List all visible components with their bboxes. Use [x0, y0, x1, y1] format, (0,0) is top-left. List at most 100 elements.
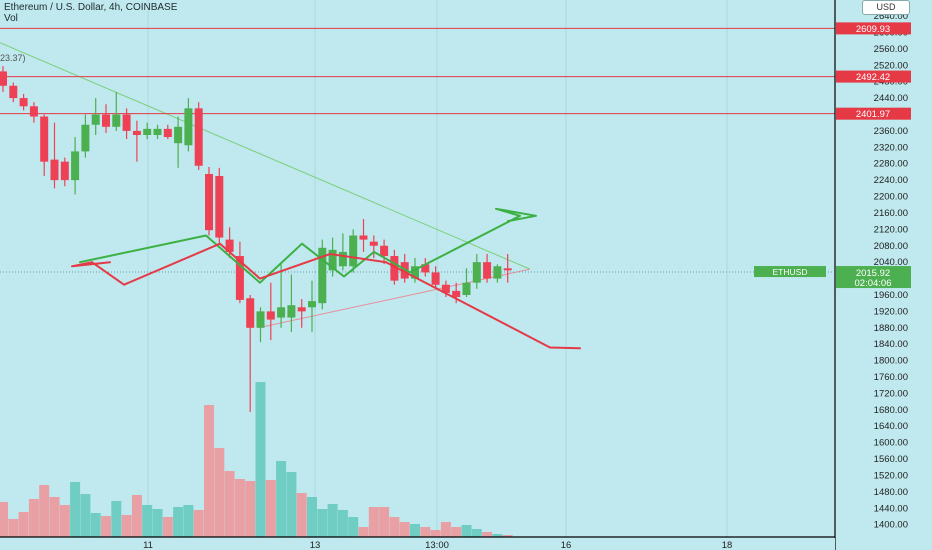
- price-tick-label: 1880.00: [874, 323, 908, 334]
- candle-body: [163, 128, 172, 138]
- volume-bar: [131, 495, 142, 537]
- current-price-tag: [836, 266, 911, 289]
- volume-bar: [142, 505, 153, 537]
- time-tick-label: 18: [722, 540, 733, 550]
- candle-body: [91, 114, 100, 125]
- price-tick-label: 1960.00: [874, 290, 908, 301]
- candle-body: [380, 245, 389, 257]
- volume-bar: [307, 497, 317, 537]
- volume-bar: [49, 497, 60, 537]
- price-axis[interactable]: 2640.002600.002560.002520.002480.002440.…: [754, 0, 932, 550]
- candle-body: [452, 290, 461, 298]
- volume-bar: [152, 509, 163, 537]
- level-price-label: 2609.93: [856, 24, 890, 35]
- candle-body: [122, 114, 131, 131]
- candle-body: [369, 241, 378, 246]
- volume-bar: [461, 525, 472, 537]
- volume-bar: [471, 529, 482, 537]
- volume-bar: [502, 535, 513, 537]
- current-price-label: 2015.92: [856, 268, 890, 279]
- price-tick-label: 1840.00: [874, 339, 908, 350]
- candles: [0, 66, 512, 412]
- time-tick-label: 11: [143, 540, 153, 550]
- candle-body: [493, 266, 502, 279]
- volume-bar: [0, 502, 8, 537]
- volume-bar: [193, 510, 204, 537]
- price-tick-label: 2200.00: [874, 192, 908, 203]
- price-tick-label: 1440.00: [874, 503, 908, 514]
- candle-countdown: 02:04:06: [855, 278, 892, 289]
- candle-body: [225, 239, 234, 252]
- price-tick-label: 2640.00: [874, 11, 908, 22]
- candle-body: [431, 272, 440, 285]
- volume-bar: [183, 505, 194, 537]
- volume-bar: [327, 504, 338, 537]
- candle-body: [71, 151, 80, 181]
- time-tick-label: 13: [310, 540, 321, 550]
- candle-body: [132, 130, 141, 136]
- level-price-tag: [836, 70, 911, 83]
- candle-body: [112, 114, 121, 127]
- projection-paths: [71, 207, 581, 350]
- candle-body: [81, 124, 90, 152]
- candle-body: [50, 159, 59, 181]
- volume-bar: [80, 494, 91, 537]
- candle-body: [19, 98, 28, 107]
- volume-bar: [173, 507, 184, 537]
- volume-bar: [337, 510, 348, 537]
- volume-bar: [492, 534, 503, 537]
- candle-body: [256, 311, 265, 328]
- time-axis[interactable]: 11 13 13:00 16 18: [0, 536, 835, 550]
- candle-body: [338, 251, 347, 267]
- price-tick-label: 2120.00: [874, 224, 908, 235]
- price-tick-label: 2440.00: [874, 93, 908, 104]
- volume-bar: [90, 513, 101, 537]
- candle-body: [503, 268, 512, 271]
- volume-bar: [430, 530, 441, 537]
- price-tick-label: 1720.00: [874, 388, 908, 399]
- volume-bar: [286, 472, 297, 537]
- price-tick-label: 2520.00: [874, 60, 908, 71]
- candle-body: [441, 284, 450, 293]
- currency-button[interactable]: USD: [862, 0, 910, 15]
- price-tick-label: 1560.00: [874, 454, 908, 465]
- price-tick-label: 2040.00: [874, 257, 908, 268]
- candle-body: [102, 114, 110, 127]
- candle-body: [297, 307, 306, 312]
- symbol-tag: [754, 266, 826, 278]
- volume-bar: [389, 517, 400, 537]
- candle-body: [287, 305, 296, 318]
- time-tick-label: 16: [561, 540, 572, 550]
- candle-body: [266, 311, 275, 320]
- level-price-label: 2401.97: [856, 109, 890, 120]
- volume-bar: [101, 516, 111, 537]
- volume-bar: [121, 515, 132, 537]
- level-price-tag: [836, 107, 911, 120]
- candle-body: [153, 128, 162, 136]
- time-axis-panel: [0, 538, 835, 550]
- volume-bar: [358, 527, 369, 537]
- candle-body: [9, 85, 18, 99]
- candle-body: [421, 264, 430, 273]
- price-tick-label: 2240.00: [874, 175, 908, 186]
- candle-body: [60, 161, 69, 181]
- volume-bar: [482, 532, 493, 537]
- candle-body: [184, 108, 193, 146]
- volume-bar: [379, 507, 390, 537]
- candle-body: [277, 307, 286, 318]
- price-tick-label: 2560.00: [874, 44, 908, 55]
- volume-bar: [18, 512, 29, 537]
- candle-body: [0, 71, 7, 86]
- volume-bar: [245, 481, 256, 537]
- volume-bar: [368, 507, 379, 537]
- price-tick-label: 2080.00: [874, 241, 908, 252]
- price-tick-label: 1640.00: [874, 421, 908, 432]
- volume-bar: [111, 501, 122, 537]
- bullish-path: [79, 207, 537, 284]
- candle-body: [29, 106, 38, 117]
- time-tick-label: 13:00: [425, 540, 449, 550]
- candle-body: [328, 249, 337, 271]
- ascending-trendline: [258, 268, 531, 329]
